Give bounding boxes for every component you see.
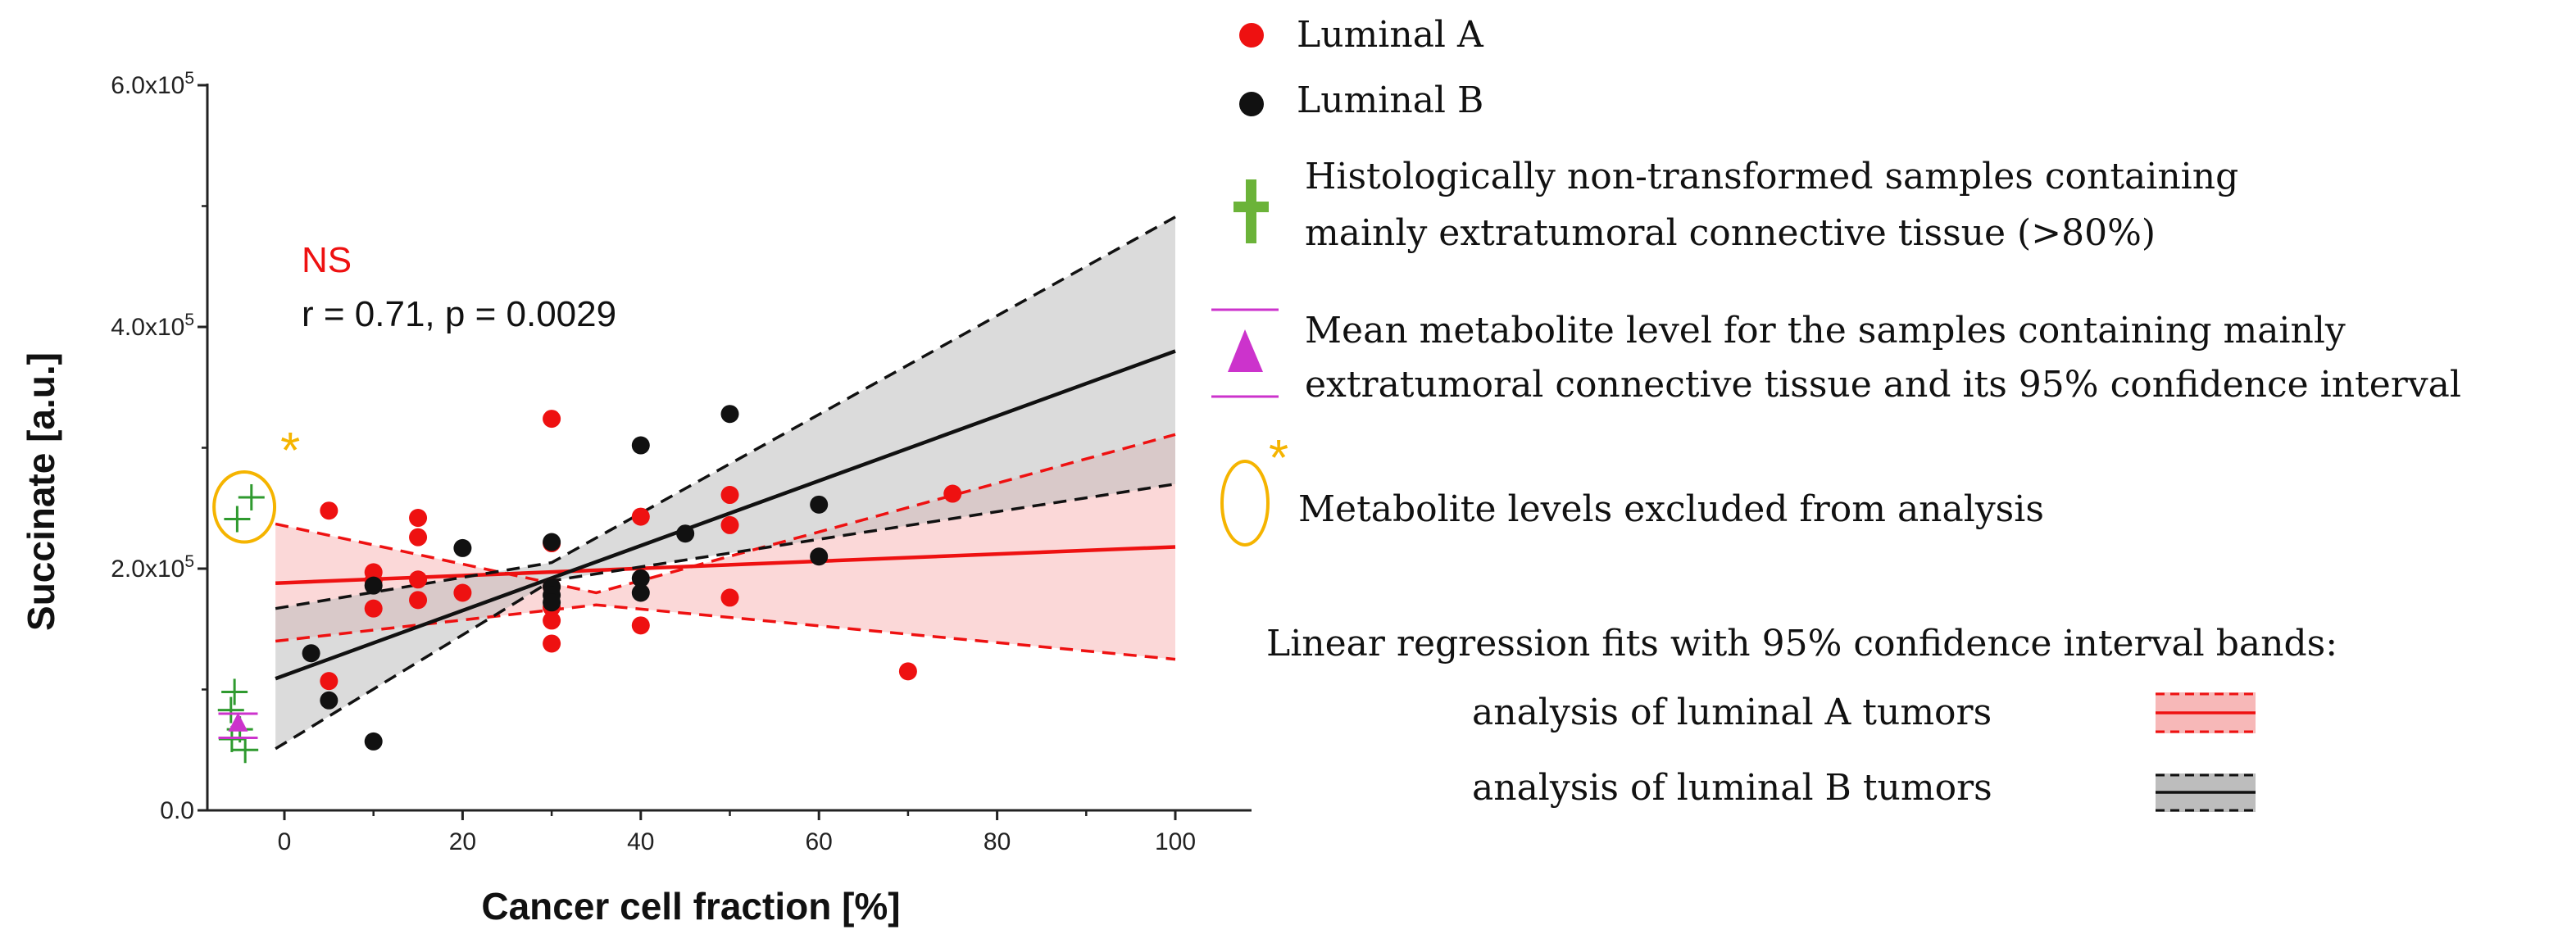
luminal-a-point [409, 528, 428, 547]
luminal-a-point [543, 611, 561, 630]
luminal-a-point [364, 599, 383, 618]
ci-upper-line-luminal-b [275, 215, 1176, 610]
nontransformed-point [224, 506, 251, 533]
nontransformed-point [238, 483, 265, 510]
nontransformed-point [232, 737, 259, 764]
luminal-b-point [676, 524, 695, 543]
y-tick-label: 6.0x105 [111, 69, 194, 99]
legend-luminal-b-label: Luminal B [1297, 79, 1483, 121]
legend-excluded-label: Metabolite levels excluded from analysis [1298, 488, 2044, 530]
x-tick-label: 100 [1155, 828, 1196, 855]
luminal-b-point [810, 495, 829, 514]
legend-asterisk-icon: * [1269, 430, 1288, 487]
luminal-a-point [898, 662, 917, 681]
legend-luminal-b-marker [1239, 92, 1264, 116]
luminal-b-point [320, 691, 338, 710]
fit-line-luminal-b [275, 349, 1176, 681]
luminal-b-point [453, 538, 472, 557]
luminal-b-point [543, 533, 561, 551]
regression-lines [275, 215, 1176, 751]
y-tick-label: 0.0 [160, 797, 194, 824]
luminal-a-point [409, 570, 428, 589]
legend-mean-label-line1: Mean metabolite level for the samples co… [1305, 310, 2346, 352]
luminal-a-point [720, 515, 739, 534]
luminal-a-point [631, 507, 650, 526]
luminal-a-point [631, 616, 650, 635]
luminal-a-point [720, 588, 739, 607]
legend-mean-label-line2: extratumoral connective tissue and its 9… [1305, 364, 2461, 406]
legend: Luminal A Luminal B Histologically non-t… [1211, 14, 2461, 812]
x-tick-label: 60 [806, 828, 833, 855]
legend-fit-a-label: analysis of luminal A tumors [1472, 692, 1992, 733]
legend-nontransformed-marker-icon [1233, 179, 1269, 243]
luminal-a-point [543, 410, 561, 429]
luminal-b-point [631, 436, 650, 455]
luminal-b-point [631, 569, 650, 587]
legend-mean-marker-icon [1211, 308, 1279, 398]
luminal-a-point [320, 501, 338, 520]
x-tick-label: 40 [627, 828, 654, 855]
luminal-b-point [302, 644, 320, 663]
luminal-a-point [409, 591, 428, 610]
nontransformed-point [217, 696, 244, 723]
legend-nontransformed-label-line2: mainly extratumoral connective tissue (>… [1305, 212, 2156, 254]
confidence-bands [275, 216, 1175, 749]
x-tick-label: 80 [984, 828, 1011, 855]
nontransformed-point [221, 678, 248, 705]
x-axis-label: Cancer cell fraction [%] [481, 885, 900, 928]
mean-marker-triangle [228, 712, 248, 732]
luminal-a-point [320, 672, 338, 691]
legend-excluded-marker-icon [1220, 460, 1270, 547]
x-tick-label: 20 [449, 828, 476, 855]
legend-fit-a-swatch-icon [2156, 692, 2256, 733]
legend-fit-b-swatch-icon [2156, 773, 2256, 812]
ci-upper-line-luminal-a [275, 433, 1176, 595]
luminal-b-point [543, 593, 561, 612]
excluded-asterisk: * [280, 423, 300, 479]
luminal-b-point [364, 576, 383, 595]
luminal-b-point [631, 583, 650, 602]
luminal-a-point [543, 634, 561, 653]
ci-lower-line-luminal-a [275, 603, 1176, 661]
luminal-b-point [364, 732, 383, 751]
legend-luminal-a-marker [1239, 23, 1264, 48]
excluded-region: * [212, 423, 300, 544]
y-tick-label: 4.0x105 [111, 311, 194, 341]
luminal-a-point [943, 484, 962, 503]
luminal-a-point [720, 486, 739, 505]
luminal-a-point [453, 583, 472, 602]
ns-annotation: NS [302, 240, 352, 280]
luminal-b-point [810, 547, 829, 566]
legend-fit-b-label: analysis of luminal B tumors [1472, 767, 1992, 809]
axes: 0.0 2.0x105 4.0x105 6.0x105 0 20 40 60 80 100 [111, 69, 1252, 855]
luminal-b-point [720, 405, 739, 424]
scatter-plot: 0.0 2.0x105 4.0x105 6.0x105 0 20 40 60 80 100 * N… [20, 69, 1252, 928]
legend-nontransformed-label-line1: Histologically non-transformed samples c… [1305, 156, 2238, 197]
correlation-annotation: r = 0.71, p = 0.0029 [302, 294, 616, 334]
y-tick-label: 2.0x105 [111, 552, 194, 583]
y-axis-label: Succinate [a.u.] [20, 352, 62, 631]
excluded-ellipse [212, 470, 277, 544]
legend-luminal-a-label: Luminal A [1297, 14, 1484, 56]
x-tick-label: 0 [278, 828, 292, 855]
confidence-band-luminal-b [275, 216, 1175, 749]
legend-fits-heading: Linear regression fits with 95% confiden… [1266, 623, 2337, 665]
data-markers [217, 405, 962, 764]
luminal-a-point [409, 509, 428, 528]
